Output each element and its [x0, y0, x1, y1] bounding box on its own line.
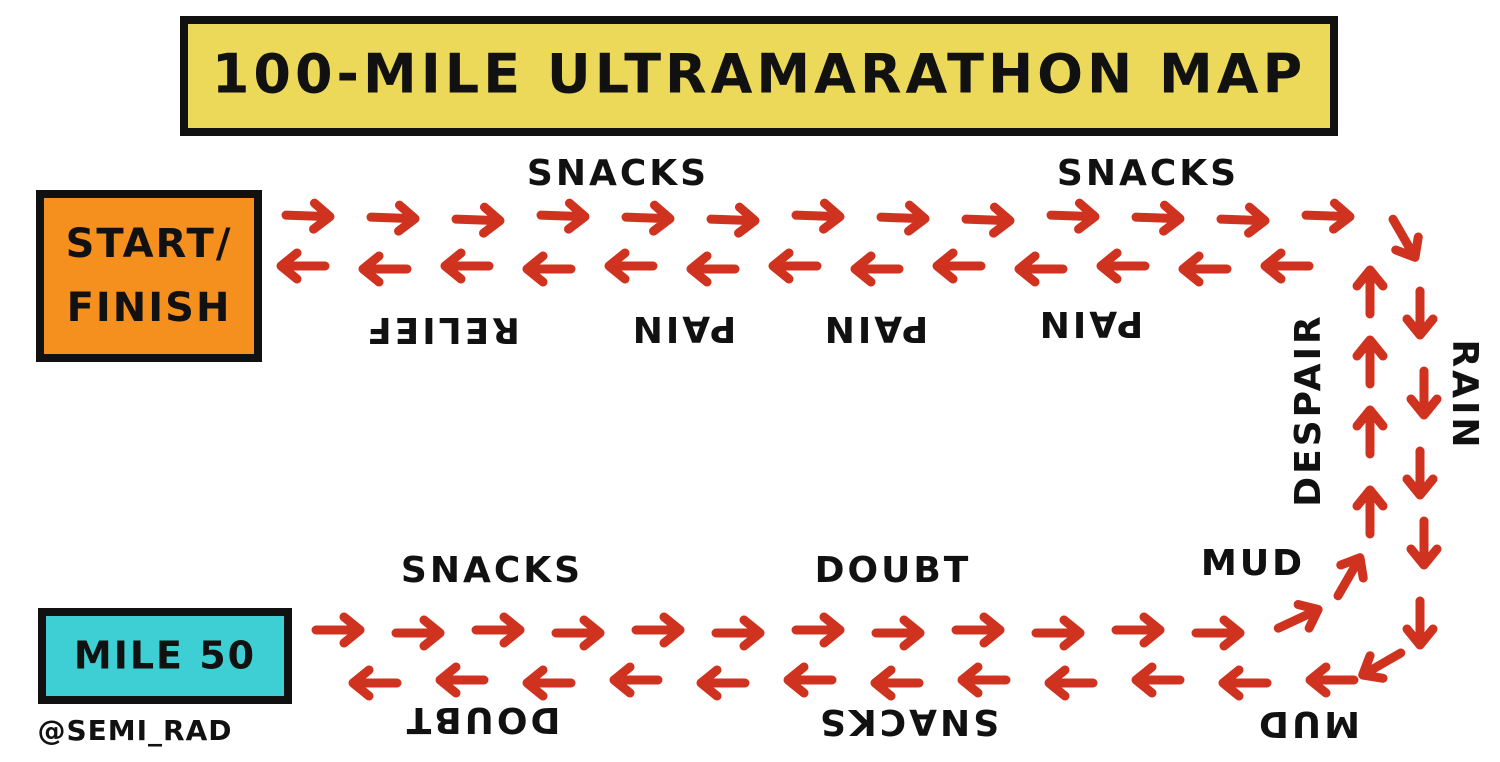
arrow: [850, 251, 904, 287]
route-label: PAIN: [822, 308, 928, 349]
arrow: [391, 615, 445, 651]
route-label: SNACKS: [1057, 153, 1239, 194]
mile-50-box: [38, 608, 292, 704]
arrow: [1402, 596, 1438, 650]
arrow: [604, 248, 658, 284]
arrow: [1352, 405, 1388, 459]
arrow: [366, 200, 420, 236]
arrow: [791, 198, 845, 234]
route-label: SNACKS: [817, 701, 999, 742]
arrow: [536, 198, 590, 234]
arrow: [1014, 251, 1068, 287]
arrow: [1352, 335, 1388, 389]
arrow: [1305, 662, 1359, 698]
arrow: [621, 200, 675, 236]
route-arrows: [276, 198, 1442, 701]
route-label: SNACKS: [401, 550, 583, 591]
route-label: RELIEF: [364, 309, 520, 350]
arrow: [961, 202, 1015, 238]
arrow: [522, 665, 576, 701]
arrow: [1352, 485, 1388, 539]
arrow: [1111, 612, 1165, 648]
arrow: [1131, 200, 1185, 236]
mile-50-label: MILE 50: [74, 634, 256, 678]
route-labels: SNACKS SNACKS RAIN MUD SNACKS DOUBT MUD DESPAIR…: [364, 153, 1485, 744]
arrow: [551, 615, 605, 651]
arrow: [1333, 553, 1368, 601]
arrow: [1301, 198, 1355, 234]
arrow: [348, 665, 402, 701]
arrow: [870, 665, 924, 701]
arrow: [1260, 248, 1314, 284]
title-box: [180, 16, 1338, 136]
arrow: [609, 662, 663, 698]
arrow: [957, 662, 1011, 698]
arrow: [522, 251, 576, 287]
arrow: [1031, 615, 1085, 651]
arrow: [1358, 648, 1406, 683]
arrow: [1096, 248, 1150, 284]
arrow: [358, 251, 412, 287]
finish-label: FINISH: [67, 285, 232, 331]
arrow: [711, 615, 765, 651]
arrow: [696, 665, 750, 701]
arrow: [1406, 516, 1442, 570]
arrow: [1178, 251, 1232, 287]
credit: @SEMI_RAD: [37, 714, 232, 747]
route-label: SNACKS: [527, 153, 709, 194]
arrow: [1402, 446, 1438, 500]
arrow: [932, 248, 986, 284]
arrow: [1388, 214, 1423, 262]
route-label: MUD: [1201, 543, 1305, 584]
title: 100-MILE ULTRAMARATHON MAP: [212, 43, 1306, 106]
route-label: PAIN: [630, 308, 736, 349]
arrow: [871, 615, 925, 651]
start-box: [36, 190, 262, 362]
route-label: DOUBT: [404, 699, 561, 740]
arrow: [791, 612, 845, 648]
arrow: [1218, 665, 1272, 701]
arrow: [686, 251, 740, 287]
arrow: [1044, 665, 1098, 701]
arrow: [1406, 366, 1442, 420]
arrow: [451, 202, 505, 238]
arrow: [1191, 615, 1245, 651]
arrow: [1273, 600, 1323, 633]
route-label: RAIN: [1444, 339, 1485, 450]
arrow: [1131, 662, 1185, 698]
arrow: [281, 198, 335, 234]
arrow: [1402, 286, 1438, 340]
arrow: [1216, 202, 1270, 238]
route-label: DOUBT: [815, 550, 972, 591]
arrow: [783, 662, 837, 698]
arrow: [435, 662, 489, 698]
route-label: PAIN: [1037, 303, 1143, 344]
arrow: [951, 612, 1005, 648]
arrow: [440, 248, 494, 284]
arrow: [471, 612, 525, 648]
start-label: START/: [66, 221, 233, 267]
arrow: [768, 248, 822, 284]
route-label: MUD: [1256, 703, 1360, 744]
arrow: [1046, 198, 1100, 234]
arrow: [1352, 265, 1388, 319]
arrow: [876, 200, 930, 236]
arrow: [311, 612, 365, 648]
arrow: [631, 612, 685, 648]
route-label: MUD: [1201, 543, 1305, 584]
route-label: DESPAIR: [1288, 313, 1329, 506]
arrow: [276, 248, 330, 284]
arrow: [706, 202, 760, 238]
